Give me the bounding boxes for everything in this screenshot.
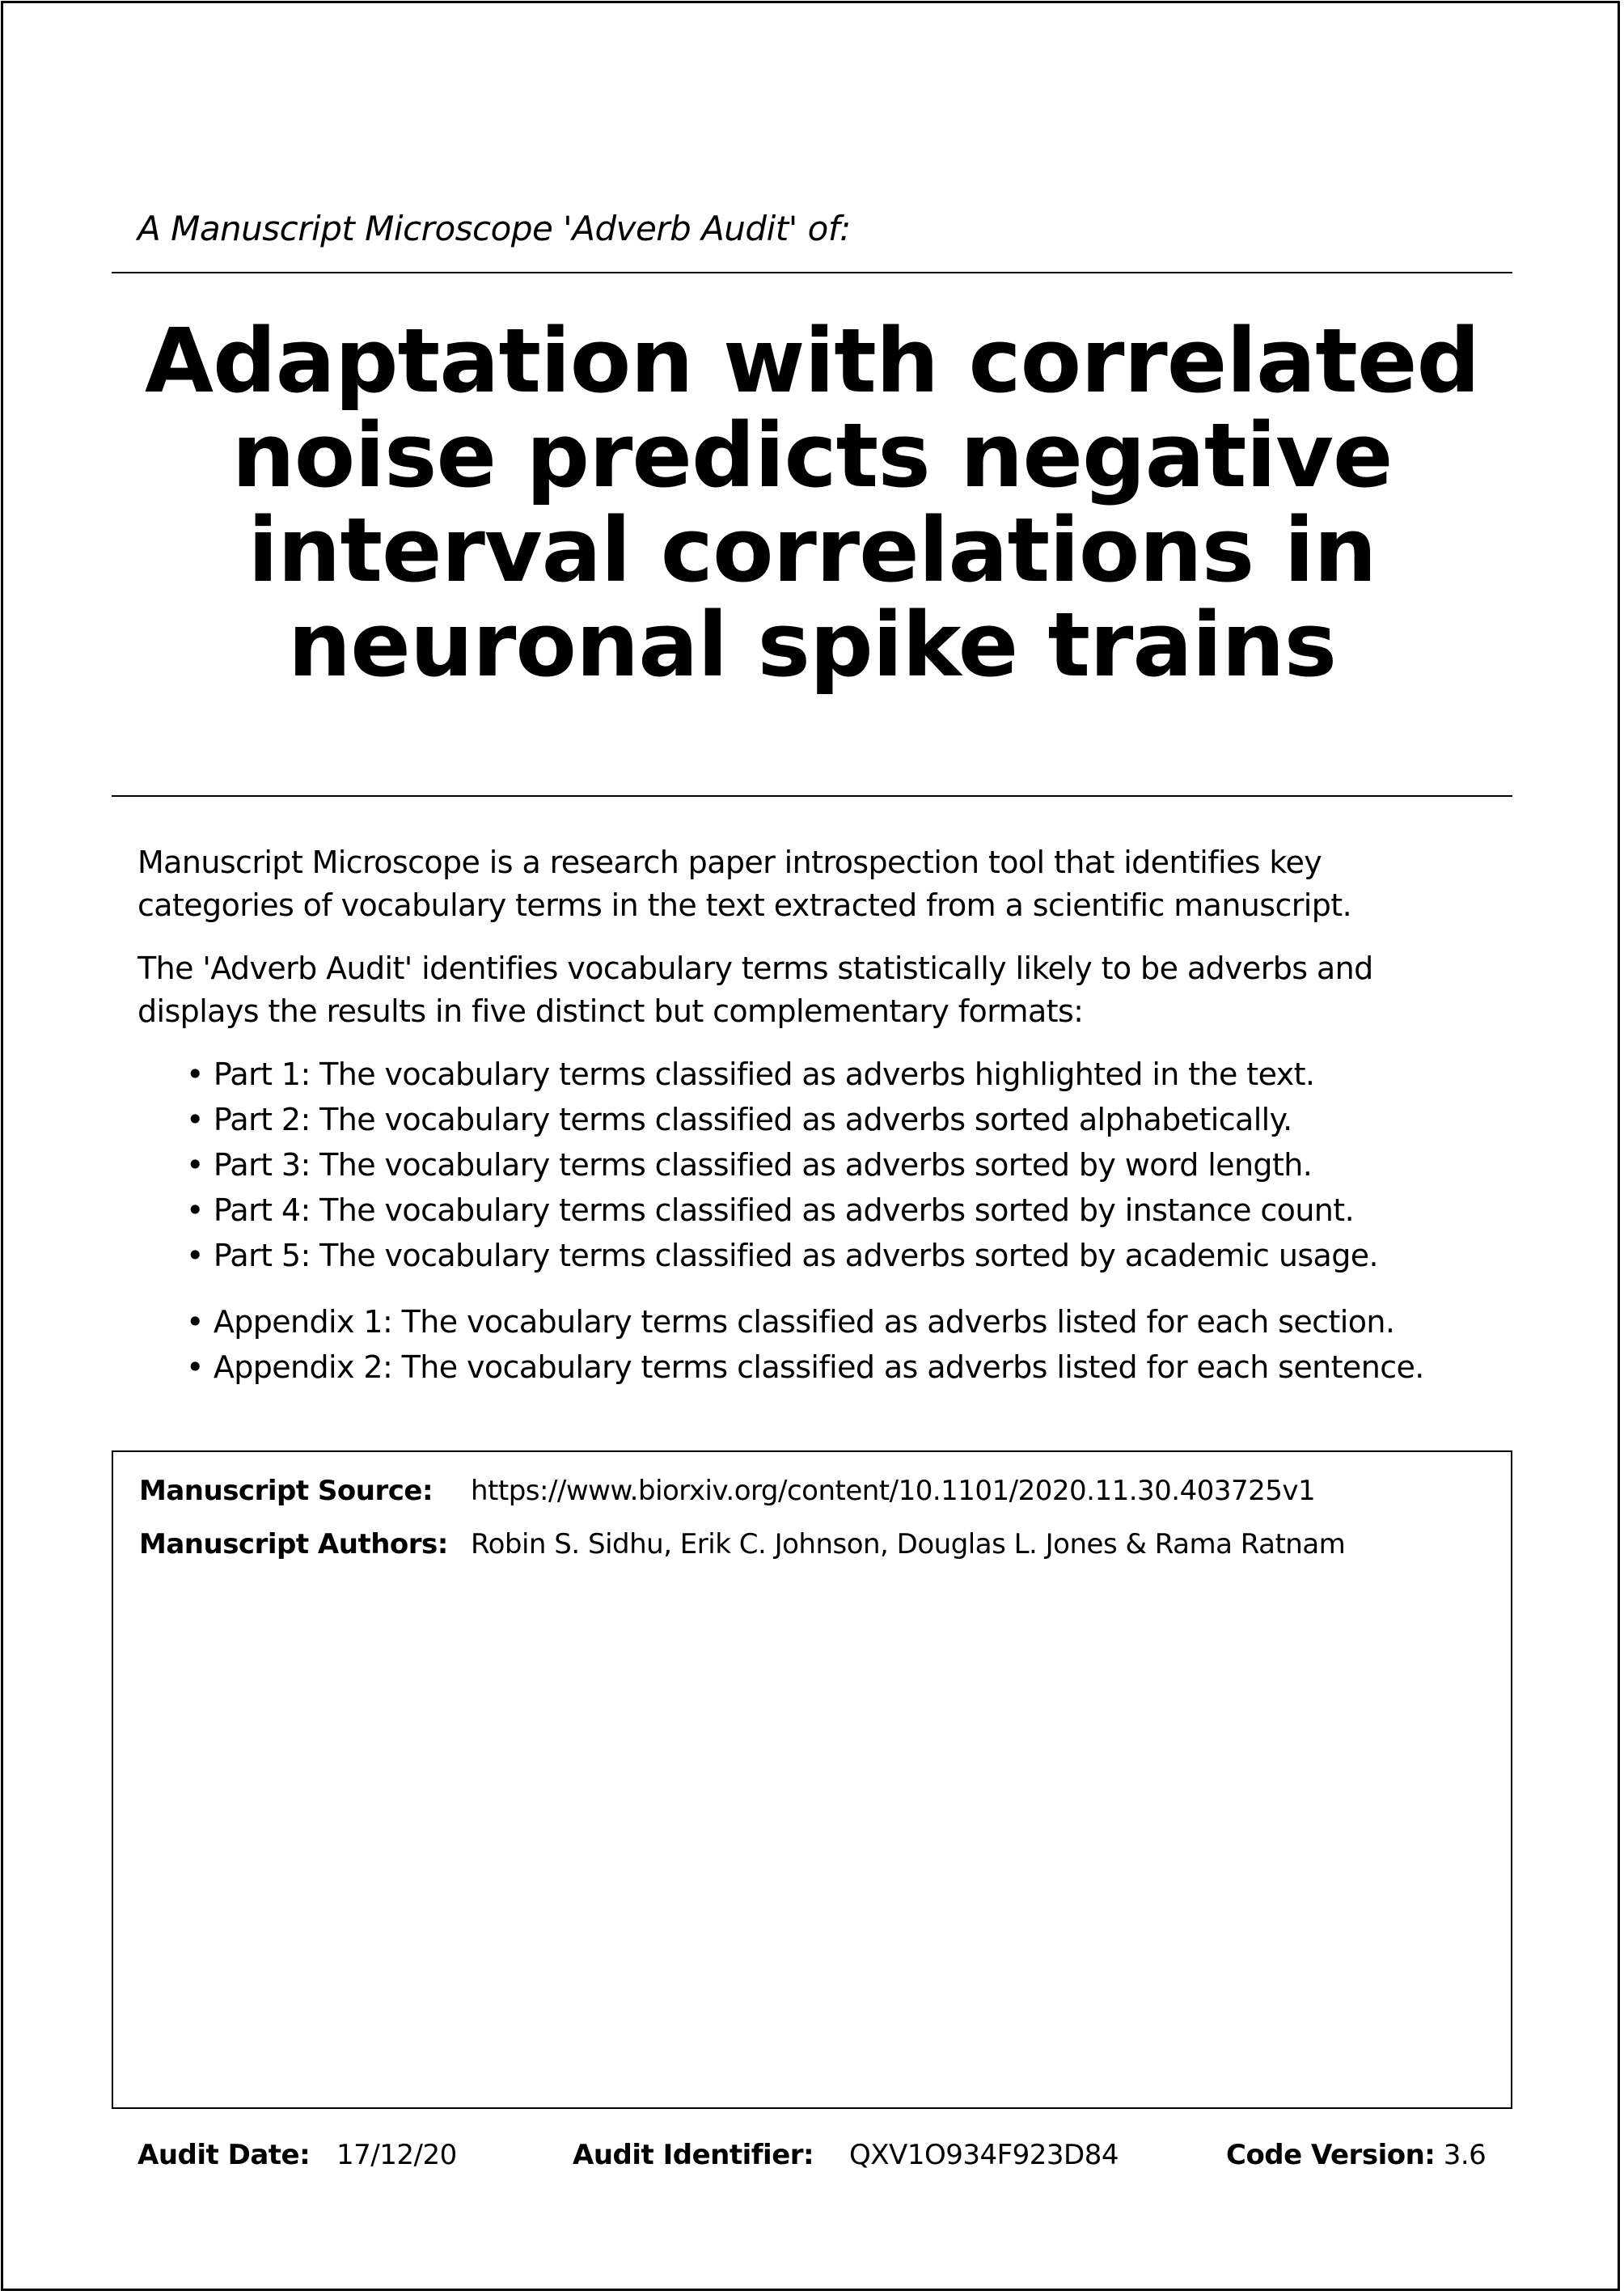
source-link[interactable]: https://www.biorxiv.org/content/10.1101/… (471, 1475, 1316, 1507)
intro-paragraph-1: Manuscript Microscope is a research pape… (137, 845, 1352, 923)
source-label: Manuscript Source: (139, 1475, 433, 1507)
title-divider (112, 795, 1512, 797)
appendices-list: Appendix 1: The vocabulary terms classif… (137, 1301, 1496, 1391)
code-version: Code Version: 3.6 (1226, 2139, 1487, 2172)
list-item: Part 4: The vocabulary terms classified … (186, 1189, 1496, 1234)
list-item: Part 1: The vocabulary terms classified … (186, 1053, 1496, 1099)
list-item: Appendix 2: The vocabulary terms classif… (186, 1346, 1496, 1391)
list-item: Appendix 1: The vocabulary terms classif… (186, 1301, 1496, 1346)
audit-date: Audit Date: 17/12/20 (137, 2139, 457, 2172)
audit-identifier-value: QXV1O934F923D84 (849, 2139, 1119, 2171)
intro-paragraph-2: The 'Adverb Audit' identifies vocabulary… (137, 951, 1373, 1029)
audit-date-label: Audit Date: (137, 2139, 311, 2171)
audit-date-value: 17/12/20 (336, 2139, 457, 2171)
audit-subtitle: A Manuscript Microscope 'Adverb Audit' o… (137, 209, 851, 248)
audit-identifier-label: Audit Identifier: (573, 2139, 814, 2171)
audit-identifier: Audit Identifier: QXV1O934F923D84 (573, 2139, 1119, 2172)
authors-label: Manuscript Authors: (139, 1528, 448, 1560)
code-version-label: Code Version: (1226, 2139, 1436, 2171)
manuscript-source-row: Manuscript Source: https://www.biorxiv.or… (139, 1475, 1316, 1508)
top-divider (112, 272, 1512, 273)
list-item: Part 2: The vocabulary terms classified … (186, 1099, 1496, 1144)
authors-value: Robin S. Sidhu, Erik C. Johnson, Douglas… (471, 1528, 1346, 1560)
list-item: Part 5: The vocabulary terms classified … (186, 1234, 1496, 1280)
manuscript-authors-row: Manuscript Authors: Robin S. Sidhu, Erik … (139, 1528, 1346, 1561)
code-version-value: 3.6 (1443, 2139, 1487, 2171)
intro-section: Manuscript Microscope is a research pape… (137, 841, 1496, 1391)
parts-list: Part 1: The vocabulary terms classified … (137, 1053, 1496, 1280)
manuscript-info-box: Manuscript Source: https://www.biorxiv.or… (112, 1450, 1512, 2109)
list-item: Part 3: The vocabulary terms classified … (186, 1144, 1496, 1189)
manuscript-title: Adaptation with correlated noise predict… (144, 309, 1480, 697)
